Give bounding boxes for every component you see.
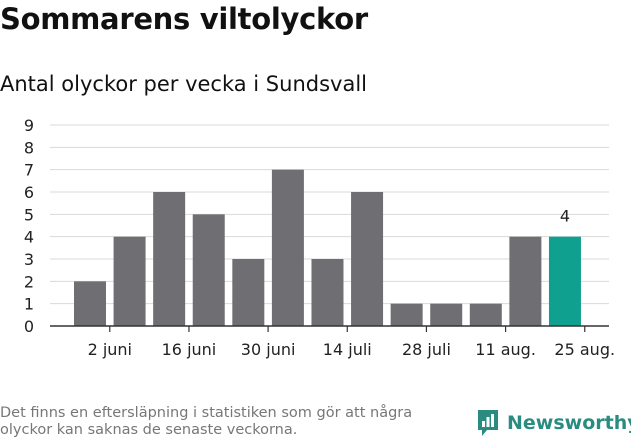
y-tick-label: 1 xyxy=(24,295,34,314)
y-tick-label: 7 xyxy=(24,161,34,180)
y-tick-label: 9 xyxy=(24,116,34,135)
x-tick-label: 28 juli xyxy=(402,340,451,359)
y-tick-label: 6 xyxy=(24,183,34,202)
y-tick-label: 0 xyxy=(24,317,34,336)
y-tick-label: 2 xyxy=(24,272,34,291)
bar-chart: 0 1 2 3 4 5 6 7 8 9 4 2 juni 16 juni 30 juni 14 juli 28… xyxy=(24,116,615,359)
data-label: 4 xyxy=(560,207,570,226)
footnote: Det finns en eftersläpning i statistiken… xyxy=(0,405,413,438)
bar xyxy=(509,236,542,326)
bar-highlighted xyxy=(548,236,581,326)
bar xyxy=(232,259,265,326)
newsworthy-brand-text: Newsworthy xyxy=(507,412,631,434)
y-tick-label: 3 xyxy=(24,250,34,269)
bar xyxy=(351,192,384,326)
x-tick-label: 11 aug. xyxy=(475,340,536,359)
bar xyxy=(74,281,106,326)
newsworthy-logo-icon xyxy=(478,410,498,436)
newsworthy-logo: Newsworthy xyxy=(476,408,631,438)
bar xyxy=(153,192,186,326)
y-tick-label: 5 xyxy=(24,205,34,224)
y-tick-label: 8 xyxy=(24,138,34,157)
x-tick-label: 25 aug. xyxy=(554,340,615,359)
bar xyxy=(469,303,502,326)
chart-title: Sommarens viltolyckor xyxy=(0,2,368,36)
bar xyxy=(430,303,463,326)
bar xyxy=(192,214,225,326)
chart-subtitle: Antal olyckor per vecka i Sundsvall xyxy=(0,72,367,96)
x-tick-label: 14 juli xyxy=(323,340,372,359)
x-tick-label: 2 juni xyxy=(88,340,132,359)
x-tick-label: 16 juni xyxy=(162,340,217,359)
bar xyxy=(113,236,146,326)
bar xyxy=(311,259,344,326)
x-tick-label: 30 juni xyxy=(241,340,296,359)
bar xyxy=(271,169,304,326)
bar xyxy=(390,303,423,326)
y-tick-label: 4 xyxy=(24,228,34,247)
